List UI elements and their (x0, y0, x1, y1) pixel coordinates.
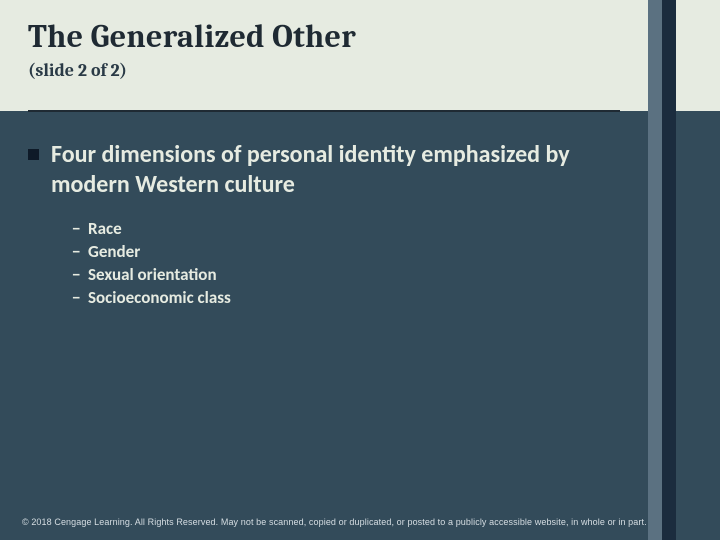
main-bullet: Four dimensions of personal identity emp… (28, 140, 628, 200)
header-divider (28, 110, 620, 112)
slide-title: The Generalized Other (28, 18, 356, 55)
list-item: − Gender (72, 241, 628, 262)
slide: The Generalized Other (slide 2 of 2) Fou… (0, 0, 720, 540)
list-item: − Sexual orientation (72, 264, 628, 285)
content-area: Four dimensions of personal identity emp… (28, 140, 628, 310)
sub-bullet-text: Race (88, 218, 122, 239)
copyright-text: © 2018 Cengage Learning. All Rights Rese… (22, 517, 647, 527)
sub-bullet-text: Socioeconomic class (88, 287, 231, 308)
slide-subtitle: (slide 2 of 2) (28, 60, 127, 81)
sub-bullet-list: − Race − Gender − Sexual orientation − S… (72, 218, 628, 308)
list-item: − Socioeconomic class (72, 287, 628, 308)
list-item: − Race (72, 218, 628, 239)
accent-stripe-dark (662, 0, 676, 540)
dash-bullet-icon: − (72, 218, 88, 239)
main-bullet-text: Four dimensions of personal identity emp… (51, 140, 628, 200)
dash-bullet-icon: − (72, 241, 88, 262)
sub-bullet-text: Gender (88, 241, 140, 262)
accent-stripe-light (648, 0, 662, 540)
header-background (0, 0, 720, 111)
dash-bullet-icon: − (72, 287, 88, 308)
dash-bullet-icon: − (72, 264, 88, 285)
sub-bullet-text: Sexual orientation (88, 264, 217, 285)
square-bullet-icon (28, 149, 39, 160)
